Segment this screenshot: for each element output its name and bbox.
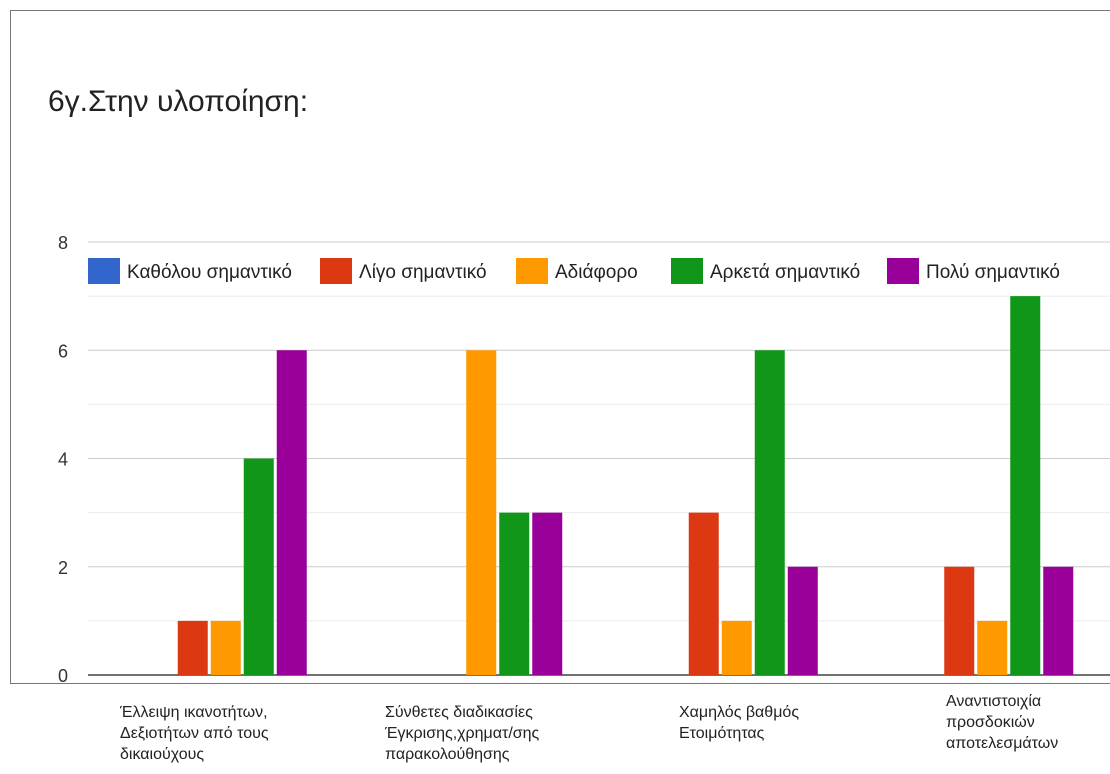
legend-label: Πολύ σημαντικό: [926, 262, 1060, 283]
bar: [466, 350, 497, 675]
category-label-line: Αναντιστοιχία: [946, 693, 1041, 710]
category-label: Σύνθετες διαδικασίες Έγκρισης,χρηματ/σης π…: [384, 704, 540, 763]
chart-frame: [10, 10, 1110, 684]
legend-swatch: [88, 258, 120, 284]
category-label: Έλλειψη ικανοτήτων, Δεξιοτήτων από τους δι…: [119, 704, 269, 763]
bar: [210, 620, 241, 675]
category-label-line: προσδοκιών: [946, 714, 1035, 731]
chart-title: 6γ.Στην υλοποίηση:: [48, 85, 308, 118]
bar: [944, 566, 975, 675]
bar: [1043, 566, 1074, 675]
category-label-line: δικαιούχους: [120, 746, 204, 763]
bar: [754, 350, 785, 675]
legend-label: Καθόλου σημαντικό: [127, 262, 292, 283]
y-tick-label: 2: [58, 558, 68, 578]
bar: [787, 566, 818, 675]
category-label-line: Έλλειψη ικανοτήτων,: [119, 704, 268, 721]
bar: [721, 620, 752, 675]
category-label-line: Δεξιοτήτων από τους: [120, 725, 269, 742]
category-label: Χαμηλός βαθμός Ετοιμότητας: [679, 704, 799, 742]
bar: [243, 458, 274, 675]
category-label-line: αποτελεσμάτων: [946, 735, 1058, 752]
legend-label: Αρκετά σημαντικό: [710, 262, 860, 283]
category-label-line: Χαμηλός βαθμός: [679, 704, 799, 721]
bar: [499, 512, 530, 675]
bar: [688, 512, 719, 675]
legend-swatch: [887, 258, 919, 284]
legend-swatch: [320, 258, 352, 284]
legend-label: Αδιάφορο: [555, 262, 638, 283]
category-label-line: Σύνθετες διαδικασίες: [385, 704, 533, 721]
bar: [177, 620, 208, 675]
category-label: Αναντιστοιχία προσδοκιών αποτελεσμάτων: [946, 693, 1058, 752]
bar: [977, 620, 1008, 675]
legend-swatch: [516, 258, 548, 284]
bar: [276, 350, 307, 675]
legend: Καθόλου σημαντικό Λίγο σημαντικό Αδιάφορο Α…: [88, 258, 1060, 284]
bar: [1010, 296, 1041, 675]
bars-layer: [177, 296, 1074, 675]
legend-swatch: [671, 258, 703, 284]
category-label-line: παρακολούθησης: [385, 746, 510, 763]
y-tick-label: 0: [58, 666, 68, 686]
y-tick-label: 8: [58, 233, 68, 253]
y-tick-label: 6: [58, 341, 68, 361]
category-label-line: Ετοιμότητας: [679, 725, 765, 742]
category-labels: Έλλειψη ικανοτήτων, Δεξιοτήτων από τους δι…: [119, 693, 1058, 763]
bar: [532, 512, 563, 675]
legend-label: Λίγο σημαντικό: [359, 262, 487, 283]
y-tick-label: 4: [58, 450, 68, 470]
category-label-line: Έγκρισης,χρηματ/σης: [384, 725, 540, 742]
